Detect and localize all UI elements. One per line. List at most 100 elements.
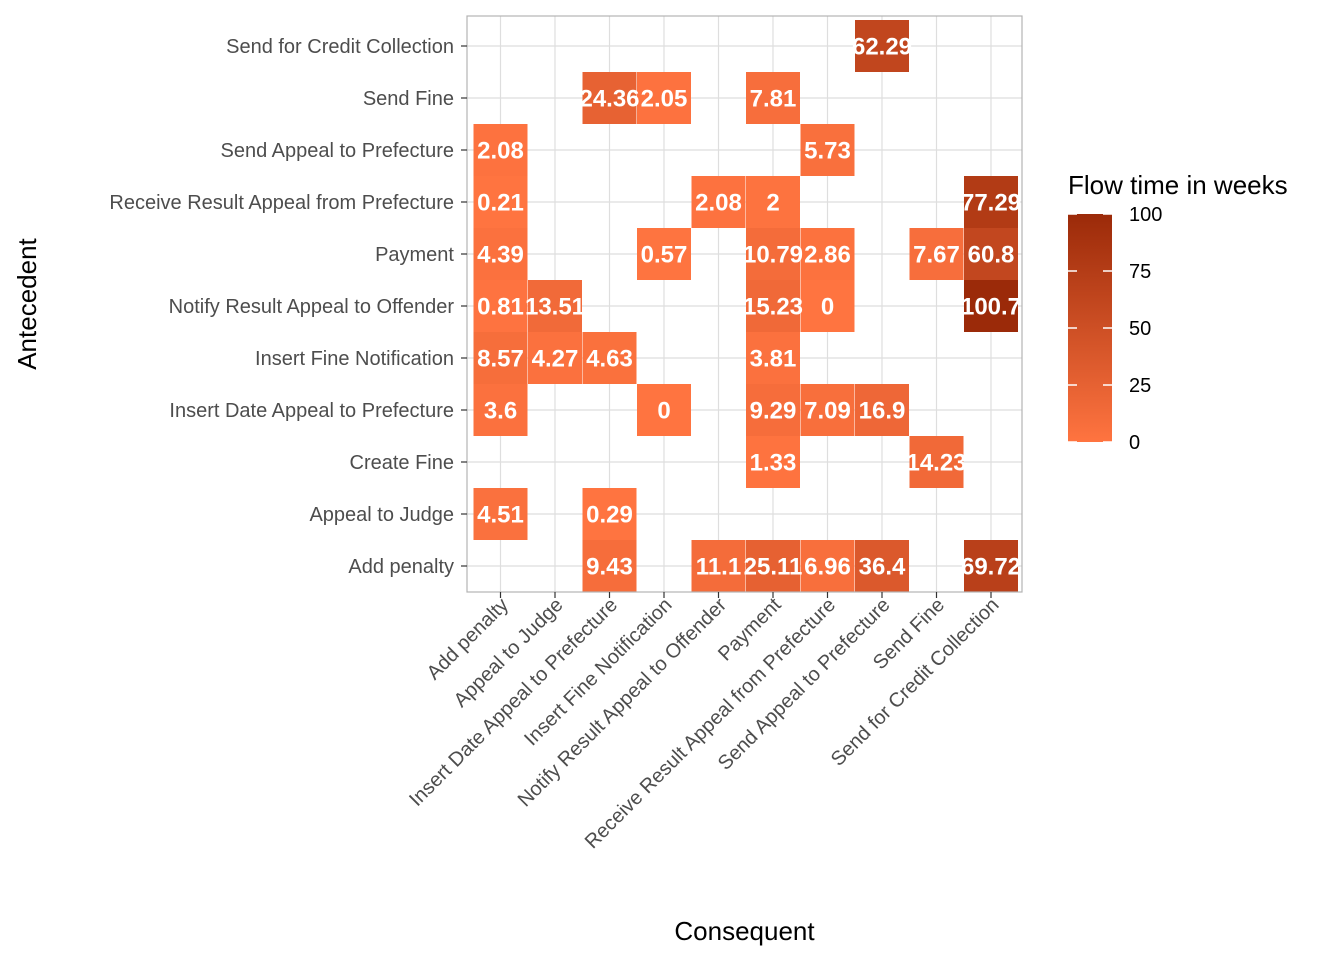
cell-value-label: 7.81 <box>750 86 797 113</box>
heatmap-cell <box>746 72 800 124</box>
y-tick-label: Send Fine <box>363 88 454 110</box>
heatmap-cell <box>964 540 1018 592</box>
heatmap-cell <box>855 384 909 436</box>
heatmap-cell <box>691 176 746 228</box>
heatmap-cell <box>528 332 582 384</box>
heatmap-cell <box>746 540 800 592</box>
heatmap-cell <box>637 384 691 436</box>
heatmap-cell <box>964 176 1018 228</box>
heatmap-cell <box>746 228 800 280</box>
cell-value-label: 100.7 <box>961 294 1021 321</box>
cell-value-label: 3.81 <box>750 346 797 373</box>
cell-value-label: 69.72 <box>961 554 1021 581</box>
heatmap-cell <box>582 488 637 540</box>
cell-value-label: 24.36 <box>579 86 639 113</box>
legend-tick-label: 0 <box>1129 432 1140 454</box>
heatmap-cell <box>800 384 855 436</box>
x-axis-title: Consequent <box>674 916 815 946</box>
cell-value-label: 7.67 <box>913 242 960 269</box>
cell-value-label: 60.8 <box>968 242 1015 269</box>
cell-value-label: 2.08 <box>477 138 524 165</box>
cell-value-label: 0.21 <box>477 190 524 217</box>
heatmap-cell <box>800 124 855 176</box>
cell-value-label: 7.09 <box>804 398 851 425</box>
y-tick-label: Receive Result Appeal from Prefecture <box>109 192 454 214</box>
heatmap-cell <box>473 488 528 540</box>
heatmap-cell <box>746 176 800 228</box>
cell-value-label: 3.6 <box>484 398 517 425</box>
cell-value-label: 4.51 <box>477 502 524 529</box>
heatmap-cell <box>800 228 855 280</box>
legend-tick-label: 25 <box>1129 375 1151 397</box>
cell-value-label: 4.27 <box>532 346 579 373</box>
cell-value-label: 4.63 <box>586 346 633 373</box>
y-tick-label: Send for Credit Collection <box>226 36 454 58</box>
y-tick-label: Send Appeal to Prefecture <box>221 140 455 162</box>
color-legend: Flow time in weeks 0 25 50 75 100 <box>1068 170 1288 454</box>
cell-value-label: 2.86 <box>804 242 851 269</box>
cell-labels: 62.29 24.36 2.05 7.81 2.08 5.73 0.21 2.08 2 77.29… <box>477 34 1021 581</box>
heatmap-cell <box>746 332 800 384</box>
heatmap-cell <box>473 228 528 280</box>
cell-value-label: 0.57 <box>641 242 688 269</box>
cell-value-label: 77.29 <box>961 190 1021 217</box>
cell-value-label: 11.1 <box>696 554 741 581</box>
cell-value-label: 2.08 <box>695 190 742 217</box>
cell-value-label: 13.51 <box>525 294 585 321</box>
y-axis-ticks: Add penalty Appeal to Judge Create Fine Ins… <box>109 36 467 578</box>
heatmap-cell <box>909 436 964 488</box>
heatmap-cell <box>473 280 528 332</box>
heatmap-cell <box>473 176 528 228</box>
panel-border <box>466 15 1023 593</box>
legend-tick-label: 100 <box>1129 204 1162 226</box>
cell-value-label: 0 <box>657 398 670 425</box>
heatmap-cell <box>800 280 855 332</box>
heatmap-cell <box>637 72 691 124</box>
cell-value-label: 5.73 <box>804 138 851 165</box>
cell-value-label: 0.29 <box>586 502 633 529</box>
heatmap-cell <box>637 228 691 280</box>
heatmap-cell <box>473 124 528 176</box>
heatmap-cell <box>582 332 637 384</box>
cell-value-label: 25.11 <box>744 554 803 581</box>
legend-tick-label: 50 <box>1129 318 1151 340</box>
heatmap-cell <box>746 384 800 436</box>
cell-value-label: 0.81 <box>477 294 524 321</box>
heatmap-cell <box>964 280 1018 332</box>
cell-value-label: 15.23 <box>743 294 803 321</box>
cell-value-label: 8.57 <box>477 346 524 373</box>
heatmap-cells <box>473 20 1018 592</box>
legend-tick-label: 75 <box>1129 261 1151 283</box>
cell-value-label: 6.96 <box>804 554 851 581</box>
cell-value-label: 9.29 <box>750 398 797 425</box>
legend-title: Flow time in weeks <box>1068 170 1288 200</box>
heatmap-cell <box>746 436 800 488</box>
cell-value-label: 2.05 <box>641 86 688 113</box>
y-tick-label: Notify Result Appeal to Offender <box>169 296 455 318</box>
heatmap-cell <box>691 540 746 592</box>
cell-value-label: 0 <box>821 294 834 321</box>
heatmap-cell <box>855 20 909 72</box>
heatmap-cell <box>909 228 964 280</box>
y-tick-label: Payment <box>375 244 454 266</box>
heatmap-cell <box>746 280 800 332</box>
cell-value-label: 14.23 <box>906 450 966 477</box>
heatmap-cell <box>582 72 637 124</box>
cell-value-label: 62.29 <box>852 34 912 61</box>
cell-value-label: 36.4 <box>859 554 906 581</box>
y-tick-label: Create Fine <box>350 452 455 474</box>
y-tick-label: Insert Fine Notification <box>255 348 454 370</box>
y-axis-title: Antecedent <box>12 237 42 369</box>
heatmap-cell <box>800 540 855 592</box>
cell-value-label: 9.43 <box>586 554 633 581</box>
y-tick-label: Add penalty <box>348 556 454 578</box>
y-tick-label: Appeal to Judge <box>309 504 454 526</box>
heatmap-cell <box>473 332 528 384</box>
cell-value-label: 16.9 <box>859 398 906 425</box>
heatmap-cell <box>473 384 528 436</box>
heatmap-cell <box>528 280 582 332</box>
cell-value-label: 1.33 <box>750 450 797 477</box>
